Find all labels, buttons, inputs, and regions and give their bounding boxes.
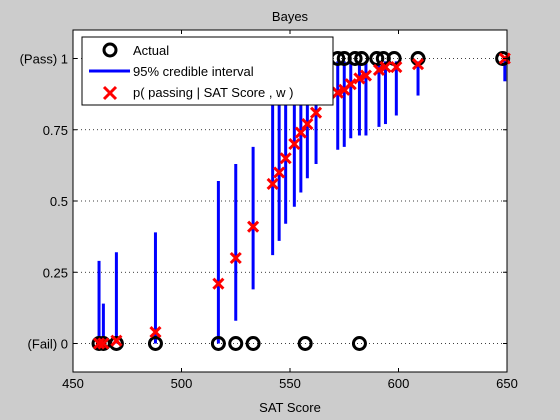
y-tick-label: (Fail) 0 <box>28 337 68 352</box>
legend-prediction-label: p( passing | SAT Score , w ) <box>133 85 293 100</box>
y-tick-label: (Pass) 1 <box>20 52 68 67</box>
prediction-point <box>229 251 242 265</box>
actual-point <box>108 336 124 351</box>
prediction-point <box>309 106 323 119</box>
prediction-point <box>247 220 260 233</box>
actual-point <box>147 336 163 351</box>
prediction-point <box>344 78 357 91</box>
y-tick-label: 0.25 <box>43 265 68 280</box>
x-axis: 450 500 550 600 650 <box>62 30 518 391</box>
legend: Actual 95% credible interval p( passing … <box>81 36 334 106</box>
prediction-point <box>390 60 403 74</box>
actual-point <box>351 336 367 351</box>
prediction-point <box>379 60 392 74</box>
prediction-point <box>279 152 292 165</box>
actual-point <box>354 51 370 66</box>
y-axis: (Fail) 0 0.25 0.5 0.75 (Pass) 1 <box>20 52 507 352</box>
x-tick-label: 550 <box>279 376 301 391</box>
actual-point <box>369 51 385 66</box>
prediction-point <box>301 117 314 131</box>
prediction-points <box>92 52 511 350</box>
y-tick-label: 0.5 <box>50 194 68 209</box>
prediction-point <box>288 137 301 151</box>
actual-point <box>210 336 226 351</box>
prediction-point <box>372 63 386 76</box>
actual-point <box>228 336 244 351</box>
actual-point <box>495 51 511 66</box>
actual-point <box>347 51 363 66</box>
prediction-point <box>110 334 123 347</box>
chart-title: Bayes <box>272 9 309 24</box>
prediction-point <box>212 277 225 290</box>
legend-actual-marker <box>102 42 118 58</box>
prediction-point <box>359 69 373 82</box>
prediction-point <box>97 337 110 350</box>
legend-actual-label: Actual <box>133 43 169 58</box>
prediction-point <box>411 58 425 71</box>
x-tick-label: 500 <box>171 376 193 391</box>
x-tick-label: 450 <box>62 376 84 391</box>
prediction-point <box>149 326 162 339</box>
prediction-point <box>92 337 106 350</box>
x-axis-label: SAT Score <box>259 400 321 415</box>
legend-prediction-marker <box>102 85 118 101</box>
actual-point <box>297 336 313 351</box>
legend-interval-label: 95% credible interval <box>133 64 254 79</box>
prediction-point <box>266 177 279 190</box>
prediction-point <box>273 166 286 179</box>
prediction-point <box>331 86 344 99</box>
y-tick-label: 0.75 <box>43 123 68 138</box>
x-tick-label: 600 <box>388 376 410 391</box>
prediction-point <box>353 72 366 85</box>
actual-point <box>245 336 261 351</box>
x-tick-label: 650 <box>496 376 518 391</box>
